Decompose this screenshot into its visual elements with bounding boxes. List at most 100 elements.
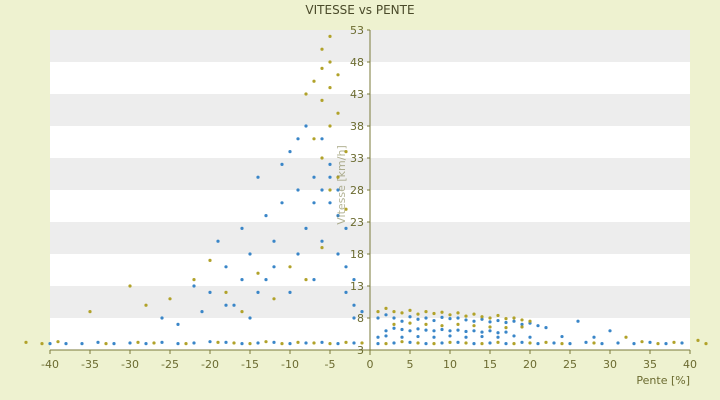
data-point-series-1	[224, 265, 228, 269]
data-point-series-1	[336, 252, 340, 256]
data-point-series-1	[416, 327, 420, 331]
data-point-series-2	[472, 312, 476, 316]
data-point-series-2	[88, 310, 92, 314]
x-tick-label: 30	[603, 358, 617, 371]
data-point-series-1	[240, 278, 244, 282]
data-point-series-2	[304, 92, 308, 96]
data-point-series-1	[320, 188, 324, 192]
data-point-series-1	[464, 318, 468, 322]
data-point-series-2	[344, 150, 348, 154]
data-point-series-2	[320, 156, 324, 160]
scatter-points	[24, 34, 708, 346]
data-point-series-1	[592, 335, 596, 339]
data-point-series-1	[464, 335, 468, 339]
data-point-series-2	[504, 317, 508, 321]
data-point-series-1	[504, 330, 508, 334]
data-point-series-1	[280, 201, 284, 205]
data-point-series-2	[512, 316, 516, 320]
data-point-series-1	[224, 340, 228, 344]
data-point-series-1	[160, 340, 164, 344]
data-point-series-1	[288, 150, 292, 154]
data-point-series-1	[128, 341, 132, 345]
data-point-series-2	[520, 318, 524, 322]
data-point-series-1	[496, 335, 500, 339]
data-point-series-1	[200, 310, 204, 314]
x-tick-label: 5	[407, 358, 414, 371]
data-point-series-2	[592, 341, 596, 345]
data-point-series-1	[304, 226, 308, 230]
x-tick-label: -15	[241, 358, 259, 371]
data-point-series-1	[528, 335, 532, 339]
data-point-series-2	[440, 310, 444, 314]
data-point-series-1	[352, 341, 356, 345]
data-point-series-2	[416, 312, 420, 316]
data-point-series-2	[448, 313, 452, 317]
data-point-series-2	[216, 340, 220, 344]
data-point-series-2	[496, 340, 500, 344]
data-point-series-1	[448, 317, 452, 321]
x-tick-label: -30	[121, 358, 139, 371]
data-point-series-2	[168, 297, 172, 301]
data-point-series-1	[392, 326, 396, 330]
data-point-series-1	[504, 342, 508, 346]
data-point-series-2	[296, 340, 300, 344]
x-tick-label: 40	[683, 358, 697, 371]
data-point-series-1	[352, 303, 356, 307]
x-tick-label: 35	[643, 358, 657, 371]
data-point-series-1	[464, 329, 468, 334]
data-point-series-1	[336, 342, 340, 346]
data-point-series-1	[216, 239, 220, 243]
data-point-series-1	[288, 290, 292, 294]
data-point-series-1	[48, 342, 52, 346]
data-point-series-1	[384, 313, 388, 317]
data-point-series-1	[320, 340, 324, 344]
data-point-series-2	[312, 79, 316, 83]
data-point-series-2	[472, 324, 476, 328]
data-point-series-1	[336, 188, 340, 192]
data-point-series-1	[472, 329, 476, 333]
data-point-series-1	[408, 340, 412, 344]
data-point-series-1	[544, 326, 548, 330]
data-point-series-2	[328, 60, 332, 64]
data-point-series-1	[416, 334, 420, 339]
data-point-series-1	[240, 226, 244, 230]
data-point-series-1	[392, 316, 396, 320]
data-point-series-1	[272, 340, 276, 344]
y-axis-label: Vitesse [km/h]	[335, 145, 348, 225]
data-point-series-1	[480, 317, 484, 321]
data-point-series-2	[312, 137, 316, 141]
data-point-series-2	[528, 341, 532, 345]
y-tick-label: 53	[350, 24, 364, 37]
data-point-series-1	[192, 341, 196, 345]
data-point-series-1	[440, 315, 444, 319]
data-point-series-2	[272, 297, 276, 301]
data-point-series-2	[56, 340, 60, 344]
y-tick-label: 8	[357, 312, 364, 325]
x-tick-label: -20	[201, 358, 219, 371]
data-point-series-1	[320, 137, 324, 141]
data-point-series-1	[240, 342, 244, 346]
data-point-series-2	[392, 310, 396, 314]
data-point-series-2	[152, 341, 156, 345]
data-point-series-2	[408, 321, 412, 325]
data-point-series-1	[616, 341, 620, 345]
data-point-series-2	[416, 341, 420, 345]
data-point-series-1	[680, 341, 684, 345]
data-point-series-2	[488, 325, 492, 329]
data-point-series-1	[488, 329, 492, 333]
data-point-series-2	[480, 315, 484, 319]
data-point-series-1	[360, 310, 364, 314]
data-point-series-2	[208, 258, 212, 262]
data-point-series-1	[272, 265, 276, 269]
data-point-series-2	[304, 278, 308, 282]
data-point-series-1	[488, 341, 492, 345]
data-point-series-1	[248, 252, 252, 256]
data-point-series-1	[440, 341, 444, 345]
data-point-series-1	[440, 327, 444, 332]
data-point-series-1	[400, 335, 404, 339]
data-point-series-1	[328, 175, 332, 179]
data-point-series-1	[520, 340, 524, 344]
x-tick-label: -10	[281, 358, 299, 371]
